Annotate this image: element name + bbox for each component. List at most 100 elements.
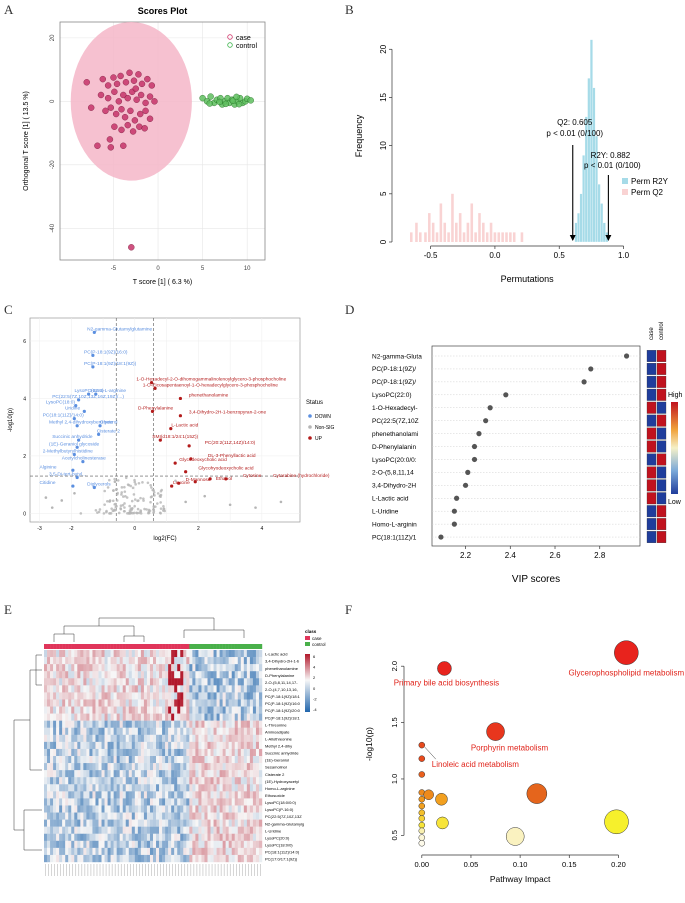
- case-indicator-cell: [646, 350, 657, 362]
- heatmap-cell: [228, 699, 232, 707]
- heatmap-cell: [225, 678, 229, 686]
- heatmap-cell: [243, 819, 248, 827]
- x-tick-label: 0.00: [414, 860, 429, 869]
- heatmap-cell: [140, 692, 145, 700]
- heatmap-cell: [116, 685, 120, 693]
- heatmap-cell: [243, 657, 248, 665]
- heatmap-cell: [143, 805, 148, 813]
- heatmap-cell: [107, 833, 111, 841]
- feature-label: D-Phenylalanin: [372, 444, 416, 451]
- heatmap-cell: [44, 692, 48, 700]
- heatmap-cell: [201, 727, 205, 735]
- heatmap-cell: [53, 713, 57, 721]
- heatmap-cell: [44, 798, 48, 806]
- heatmap-cell: [80, 784, 84, 792]
- heatmap-cell: [243, 805, 248, 813]
- heatmap-cell: [74, 805, 78, 813]
- heatmap-cell: [98, 784, 102, 792]
- heatmap-cell: [216, 798, 220, 806]
- heatmap-cell: [183, 699, 187, 707]
- heatmap-cell: [146, 650, 151, 658]
- heatmap-cell: [192, 756, 196, 764]
- heatmap-cell: [77, 791, 81, 799]
- heatmap-cell: [131, 805, 136, 813]
- heatmap-cell: [110, 833, 114, 841]
- heatmap-cell: [140, 657, 145, 665]
- heatmap-cell: [62, 847, 66, 856]
- heatmap-cell: [174, 664, 178, 672]
- heatmap-cell: [50, 854, 54, 863]
- heatmap-cell: [183, 713, 187, 721]
- heatmap-cell: [240, 847, 245, 856]
- heatmap-cell: [128, 671, 133, 679]
- heatmap-cell: [237, 678, 242, 686]
- heatmap-cell: [198, 784, 202, 792]
- heatmap-cell: [165, 671, 169, 679]
- down-point: [82, 409, 86, 413]
- class-bar-cell: [180, 644, 184, 649]
- heatmap-cell: [128, 784, 133, 792]
- heatmap-cell: [165, 664, 169, 672]
- heatmap-cell: [237, 657, 242, 665]
- heatmap-cell: [174, 748, 178, 757]
- heatmap-cell: [68, 692, 72, 700]
- heatmap-cell: [86, 833, 90, 841]
- heatmap-cell: [213, 812, 217, 820]
- r2y-arrow-head: [605, 235, 612, 241]
- control-point: [206, 100, 213, 107]
- heatmap-cell: [153, 678, 157, 686]
- heatmap-cell: [125, 805, 129, 813]
- heatmap-cell: [92, 777, 96, 785]
- heatmap-row-label: LysoPC(P-16:0): [265, 807, 294, 812]
- heatmap-cell: [98, 777, 102, 785]
- q2-bar: [512, 232, 516, 242]
- heatmap-cell: [240, 720, 245, 728]
- heatmap-cell: [237, 650, 242, 658]
- heatmap-cell: [207, 699, 211, 707]
- class-bar-cell: [44, 644, 48, 649]
- heatmap-cell: [240, 657, 245, 665]
- heatmap-cell: [101, 812, 105, 820]
- heatmap-cell: [77, 650, 81, 658]
- heatmap-cell: [207, 720, 211, 728]
- heatmap-cell: [125, 720, 129, 728]
- heatmap-cell: [107, 798, 111, 806]
- down-point-label: Cisterate 2: [97, 428, 121, 434]
- heatmap-cell: [225, 720, 229, 728]
- heatmap-cell: [92, 756, 96, 764]
- heatmap-row-label: 2-O-(4,7,10,13,16,: [265, 687, 298, 692]
- heatmap-cell: [89, 777, 93, 785]
- q2-pvalue-annotation: p < 0.01 (0/100): [546, 129, 603, 138]
- class-bar-cell: [143, 644, 148, 649]
- panel-c: C N2-gamma-Glutamylglutamine PC(P-18:1(9Z…: [0, 300, 340, 600]
- heatmap-cell: [240, 756, 245, 764]
- up-point-label: PC(20:2(11Z,14Z)/14:0): [205, 440, 256, 446]
- x-axis-label: log2(FC): [153, 536, 176, 542]
- heatmap-cell: [177, 784, 181, 792]
- heatmap-cell: [204, 777, 208, 785]
- case-point: [83, 79, 90, 86]
- heatmap-cell: [195, 748, 199, 757]
- heatmap-cell: [165, 840, 169, 849]
- heatmap-cell: [86, 770, 90, 778]
- down-point: [72, 416, 76, 421]
- heatmap-cell: [168, 657, 172, 665]
- heatmap-cell: [131, 840, 136, 849]
- heatmap-cell: [149, 713, 154, 721]
- heatmap-cell: [192, 671, 196, 679]
- heatmap-cell: [156, 741, 160, 750]
- heatmap-cell: [89, 784, 93, 792]
- heatmap-cell: [198, 720, 202, 728]
- heatmap-cell: [53, 777, 57, 785]
- heatmap-cell: [204, 671, 208, 679]
- heatmap-cell: [216, 727, 220, 735]
- heatmap-cell: [80, 678, 84, 686]
- heatmap-cell: [125, 727, 129, 735]
- heatmap-cell: [74, 664, 78, 672]
- heatmap-cell: [174, 727, 178, 735]
- heatmap-cell: [128, 833, 133, 841]
- heatmap-cell: [149, 826, 154, 834]
- heatmap-row-label: Sesamolinol: [265, 765, 287, 770]
- class-legend-control-swatch: [305, 642, 310, 646]
- heatmap-cell: [50, 727, 54, 735]
